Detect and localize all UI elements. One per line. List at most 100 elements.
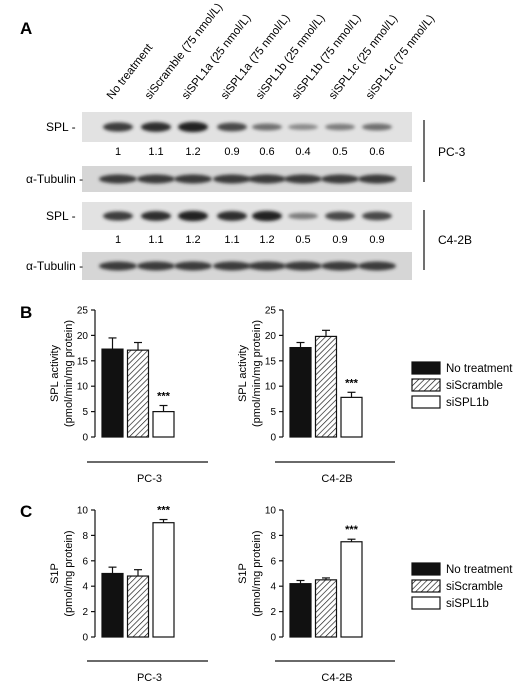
bar — [152, 522, 175, 638]
legend-label: No treatment — [446, 564, 513, 576]
panel-label-c: C — [20, 502, 32, 521]
y-tick-label: 4 — [270, 582, 276, 593]
y-tick-label: 0 — [270, 633, 276, 644]
significance-marker: *** — [345, 524, 359, 536]
quant-value: 0.5 — [332, 146, 347, 158]
spl-band — [252, 210, 282, 222]
bar — [289, 346, 312, 438]
y-tick-label: 0 — [82, 433, 88, 444]
y-tick-label: 5 — [82, 407, 88, 418]
spl-band — [325, 123, 355, 131]
lane-label: siSPL1a (25 nmol/L) — [180, 12, 254, 102]
spl-band — [178, 121, 208, 133]
tubulin-band — [321, 174, 359, 184]
spl-band — [141, 122, 171, 132]
y-tick-label: 20 — [77, 331, 89, 342]
quant-value: 0.6 — [369, 146, 384, 158]
row-label-spl: SPL - — [46, 120, 76, 134]
spl-band — [217, 211, 247, 221]
quant-value: 0.6 — [259, 146, 274, 158]
row-label-spl: SPL - — [46, 209, 76, 223]
quant-value: 1 — [115, 146, 121, 158]
legend-swatch — [411, 378, 441, 392]
y-axis-title: (pmol/min/mg protein) — [63, 320, 75, 427]
y-tick-label: 10 — [77, 506, 89, 517]
y-axis-title: SPL activity — [237, 344, 249, 402]
quant-value: 0.5 — [295, 234, 310, 246]
tubulin-band — [321, 261, 359, 271]
tubulin-band — [99, 174, 137, 184]
bar — [340, 541, 363, 638]
significance-marker: *** — [345, 377, 359, 389]
spl-band — [103, 211, 133, 221]
bar — [126, 575, 150, 638]
cell-line-name: C4-2B — [438, 233, 472, 247]
legend: No treatment siScramble siSPL1b — [411, 361, 513, 409]
legend-label: No treatment — [446, 363, 513, 375]
lane-label: siSPL1c (75 nmol/L) — [364, 13, 437, 102]
spl-band — [252, 123, 282, 131]
tubulin-band — [174, 174, 212, 184]
quant-value: 1.1 — [148, 146, 163, 158]
significance-marker: *** — [157, 391, 171, 403]
quant-value: 1.1 — [224, 234, 239, 246]
group-label: C4-2B — [321, 672, 352, 684]
legend-swatch — [411, 596, 441, 610]
tubulin-band — [284, 174, 322, 184]
cell-line-name: PC-3 — [438, 145, 466, 159]
bar — [152, 411, 175, 438]
quant-value: 1.2 — [185, 146, 200, 158]
y-axis-title: S1P — [49, 563, 61, 584]
y-tick-label: 15 — [77, 356, 89, 367]
group-label: C4-2B — [321, 473, 352, 485]
y-tick-label: 4 — [82, 582, 88, 593]
quant-value: 0.4 — [295, 146, 310, 158]
bar — [289, 583, 312, 638]
y-tick-label: 2 — [82, 607, 88, 618]
y-tick-label: 0 — [82, 633, 88, 644]
tubulin-band — [137, 261, 175, 271]
legend-label: siSPL1b — [446, 598, 489, 610]
legend-swatch — [411, 361, 441, 375]
bar-chart: 0 2 4 6 8 10 S1P (pmol/mg protein) *** C4-2B — [237, 506, 395, 684]
lane-label: siSPL1b (75 nmol/L) — [290, 12, 364, 102]
quant-value: 0.9 — [332, 234, 347, 246]
bar — [340, 396, 363, 438]
bar — [126, 349, 150, 438]
legend-swatch — [411, 579, 441, 593]
quant-value: 0.9 — [369, 234, 384, 246]
quant-value: 1.1 — [148, 234, 163, 246]
legend-label: siSPL1b — [446, 397, 489, 409]
y-axis-title: SPL activity — [49, 344, 61, 402]
y-axis-title: (pmol/min/mg protein) — [251, 320, 263, 427]
y-tick-label: 6 — [270, 556, 276, 567]
panel-label-b: B — [20, 303, 32, 322]
y-tick-label: 0 — [270, 433, 276, 444]
quant-value: 1.2 — [259, 234, 274, 246]
legend: No treatment siScramble siSPL1b — [411, 562, 513, 610]
quant-value: 0.9 — [224, 146, 239, 158]
tubulin-band — [284, 261, 322, 271]
tubulin-band — [213, 261, 251, 271]
panel-label-a: A — [20, 19, 32, 38]
tubulin-band — [137, 174, 175, 184]
tubulin-band — [358, 174, 396, 184]
bar — [314, 335, 338, 438]
legend-label: siScramble — [446, 380, 503, 392]
tubulin-band — [248, 261, 286, 271]
y-tick-label: 25 — [265, 306, 277, 317]
bar-chart: 0 5 10 15 20 25 SPL activity (pmol/min/mg prote… — [49, 306, 208, 485]
row-label-tubulin: α-Tubulin - — [26, 259, 83, 273]
spl-band — [178, 210, 208, 222]
spl-band — [362, 211, 392, 221]
tubulin-band — [248, 174, 286, 184]
spl-band — [103, 122, 133, 132]
row-label-tubulin: α-Tubulin - — [26, 172, 83, 186]
spl-band — [217, 122, 247, 132]
bar — [101, 348, 124, 438]
y-axis-title: (pmol/mg protein) — [251, 530, 263, 616]
spl-band — [141, 211, 171, 221]
spl-band — [325, 211, 355, 221]
spl-band — [362, 123, 392, 131]
